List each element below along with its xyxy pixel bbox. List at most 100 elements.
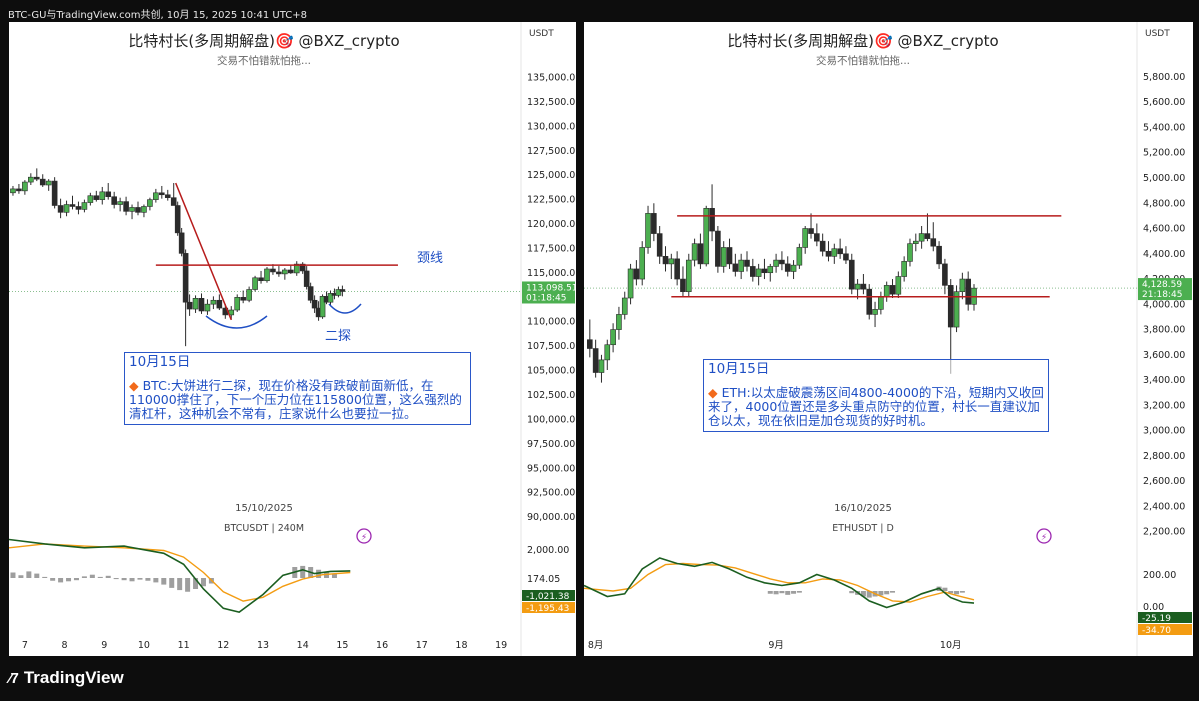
macd-histogram-bar: [145, 578, 151, 581]
btc-chart-panel[interactable]: USDT 比特村长(多周期解盘)🎯 @BXZ_crypto 交易不怕错就怕拖... 1…: [9, 22, 576, 656]
macd-histogram-bar: [860, 591, 866, 597]
flash-circle-icon: [1036, 528, 1052, 544]
date-label: 15/10/2025: [235, 503, 293, 514]
candle: [889, 285, 896, 295]
candle: [178, 232, 185, 254]
candle: [901, 261, 907, 277]
candle: [159, 192, 165, 196]
macd-value-tag: [1138, 612, 1192, 623]
macd-histogram-bar: [66, 578, 72, 582]
candle: [843, 253, 849, 261]
x-tick-label: 15: [336, 640, 348, 651]
btc-note-box: 10月15日 ◆ BTC:大饼进行二探，现在价格没有跌破前面新低，在110000…: [124, 352, 471, 425]
countdown-value: 21:18:45: [1142, 290, 1182, 300]
candle: [720, 247, 727, 267]
candle: [639, 247, 646, 280]
candle: [10, 188, 16, 194]
candle: [299, 263, 306, 272]
candle: [234, 297, 241, 311]
candle: [210, 299, 217, 305]
y-tick-label: 122,500.00: [527, 195, 576, 206]
macd-histogram-bar: [113, 578, 119, 580]
date-label: 16/10/2025: [834, 503, 892, 514]
eth-chart-svg[interactable]: USDT 比特村长(多周期解盘)🎯 @BXZ_crypto 交易不怕错就怕拖... 5…: [584, 22, 1193, 656]
candle: [592, 348, 599, 373]
y-tick-label: 5,800.00: [1143, 72, 1185, 83]
x-tick-label: 18: [455, 640, 467, 651]
btc-chart-svg[interactable]: USDT 比特村长(多周期解盘)🎯 @BXZ_crypto 交易不怕错就怕拖... 1…: [9, 22, 576, 656]
chart-subtitle: 交易不怕错就怕拖...: [816, 54, 910, 67]
candle: [808, 228, 814, 234]
candle: [959, 278, 966, 292]
y-tick-label: 4,000.00: [1143, 299, 1185, 310]
currency-label: USDT: [1145, 29, 1170, 39]
candle: [99, 191, 106, 200]
tradingview-logo[interactable]: ⁄7 TradingView: [9, 668, 124, 688]
candle: [930, 238, 937, 247]
y-tick-label: 125,000.00: [527, 170, 576, 181]
y-tick-label: 107,500.00: [527, 341, 576, 352]
macd-histogram-bar: [942, 587, 948, 591]
y-tick-label: 110,000.00: [527, 317, 576, 328]
y-tick-label: 132,500.00: [527, 97, 576, 108]
candle: [814, 233, 820, 242]
macd-histogram-bar: [954, 591, 960, 595]
y-tick-label: 3,600.00: [1143, 350, 1185, 361]
candle: [93, 195, 100, 200]
macd-histogram-bar: [169, 578, 175, 588]
candle: [282, 269, 288, 275]
macd-histogram-bar: [331, 573, 337, 578]
btc-note-text: BTC:大饼进行二探，现在价格没有跌破前面新低，在110000撑住了，下一个压力…: [129, 378, 462, 421]
macd-value: -1,021.38: [526, 592, 570, 602]
eth-chart-panel[interactable]: USDT 比特村长(多周期解盘)🎯 @BXZ_crypto 交易不怕错就怕拖... 5…: [584, 22, 1193, 656]
y-tick-label: 2,800.00: [1143, 451, 1185, 462]
macd-histogram-bar: [959, 591, 965, 593]
y-tick-label: 3,000.00: [1143, 426, 1185, 437]
macd-histogram-bar: [26, 571, 32, 578]
macd-tick-label: 0.00: [1143, 602, 1164, 613]
macd-histogram-bar: [316, 569, 322, 578]
macd-histogram-bar: [849, 591, 855, 594]
candle: [872, 309, 878, 315]
macd-histogram-bar: [42, 576, 48, 578]
y-tick-label: 135,000.00: [527, 73, 576, 84]
flash-icon: ⚡: [361, 533, 367, 543]
y-tick-label: 120,000.00: [527, 219, 576, 230]
y-tick-label: 102,500.00: [527, 390, 576, 401]
candle: [129, 207, 135, 212]
last-price-value: 113,098.51: [526, 283, 576, 293]
x-tick-label: 16: [376, 640, 388, 651]
candle: [779, 259, 785, 265]
candle: [252, 277, 258, 290]
diamond-icon: ◆: [129, 378, 139, 393]
macd-histogram-bar: [81, 576, 87, 578]
candle: [604, 344, 611, 361]
first-bottom-arc: [205, 315, 268, 329]
candle: [784, 263, 791, 272]
candle: [587, 339, 593, 349]
candle: [616, 314, 622, 330]
price-scale: [1137, 22, 1193, 656]
macd-tick-label: 200.00: [1143, 570, 1176, 581]
y-tick-label: 4,800.00: [1143, 198, 1185, 209]
candle: [848, 259, 855, 290]
macd-histogram-bar: [884, 591, 890, 595]
macd-histogram-bar: [890, 591, 896, 593]
candle: [182, 253, 189, 303]
y-tick-label: 127,500.00: [527, 146, 576, 157]
candle: [81, 202, 88, 210]
candle: [703, 208, 710, 265]
btc-note-date: 10月15日: [129, 354, 191, 370]
candle: [174, 205, 181, 234]
candle: [802, 228, 808, 248]
candle: [69, 204, 76, 207]
candle: [767, 266, 774, 274]
chart-header-info: BTC-GU与TradingView.com共创, 10月 15, 2025 1…: [8, 10, 307, 21]
candle: [264, 268, 270, 282]
candle: [744, 259, 750, 267]
candle: [656, 233, 663, 257]
candle: [28, 176, 34, 183]
macd-histogram-bar: [193, 578, 199, 589]
candle: [697, 243, 704, 265]
candle: [198, 298, 205, 312]
